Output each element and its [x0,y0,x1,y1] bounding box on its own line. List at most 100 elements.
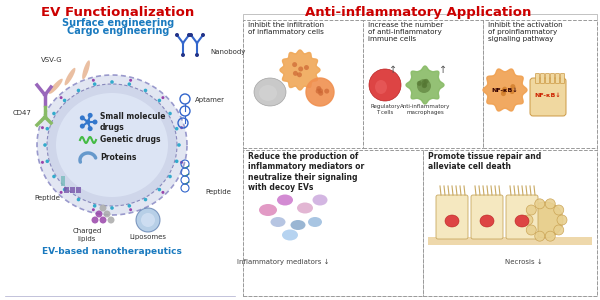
Circle shape [59,191,62,194]
Circle shape [91,217,98,224]
FancyBboxPatch shape [506,195,538,239]
Circle shape [158,99,161,102]
FancyBboxPatch shape [530,78,566,116]
Text: Anti-inflammatory Application: Anti-inflammatory Application [305,6,531,19]
Text: Genetic drugs: Genetic drugs [100,136,161,145]
FancyBboxPatch shape [545,74,550,83]
Circle shape [297,72,302,77]
Text: Cargo engineering: Cargo engineering [67,26,169,36]
Circle shape [422,83,427,88]
Circle shape [100,205,107,212]
Circle shape [52,112,56,115]
Circle shape [527,202,563,238]
Circle shape [63,188,67,191]
Circle shape [298,67,303,71]
Circle shape [201,33,205,37]
Circle shape [110,206,114,210]
Text: Inhibit the activation
of proinflammatory
signaling pathway: Inhibit the activation of proinflammator… [488,22,563,42]
Text: EV Functionalization: EV Functionalization [41,6,194,19]
Text: ↑: ↑ [439,65,447,75]
Ellipse shape [277,194,293,206]
Circle shape [104,211,110,218]
FancyBboxPatch shape [541,74,545,83]
Polygon shape [406,66,444,104]
Circle shape [545,231,555,241]
Text: Surface engineering: Surface engineering [62,18,174,28]
Ellipse shape [259,85,277,101]
FancyBboxPatch shape [243,20,363,148]
Circle shape [523,215,533,225]
Circle shape [316,86,321,91]
Text: Proteins: Proteins [100,154,136,163]
Circle shape [526,225,536,235]
Circle shape [177,143,181,147]
Circle shape [86,119,91,124]
Circle shape [554,225,564,235]
Text: Regulatory
T cells: Regulatory T cells [370,104,400,115]
Bar [70,187,75,193]
Circle shape [557,215,567,225]
Circle shape [161,191,164,194]
Ellipse shape [47,84,177,206]
Text: Reduce the production of
inflammatory mediators or
neutralize their signaling
wi: Reduce the production of inflammatory me… [248,152,364,192]
Text: Inflammatory mediators ↓: Inflammatory mediators ↓ [237,259,329,265]
Circle shape [318,91,323,96]
Text: Aptamer: Aptamer [195,97,225,103]
Circle shape [175,127,179,130]
Polygon shape [306,78,334,106]
Text: NF-κB↓: NF-κB↓ [535,92,562,98]
FancyBboxPatch shape [436,195,468,239]
Circle shape [502,88,506,94]
Bar [76,187,81,193]
Circle shape [129,208,132,211]
Circle shape [80,124,85,129]
FancyBboxPatch shape [556,74,560,83]
Circle shape [144,88,148,92]
Circle shape [168,112,172,115]
Polygon shape [483,69,527,111]
FancyBboxPatch shape [560,74,565,83]
Circle shape [80,116,85,120]
Circle shape [526,205,536,215]
Circle shape [316,89,320,94]
Circle shape [93,204,97,208]
Bar [428,237,592,245]
Ellipse shape [254,78,286,106]
Ellipse shape [308,217,322,227]
Circle shape [422,83,427,88]
Ellipse shape [445,215,459,227]
Ellipse shape [56,93,168,197]
Circle shape [304,65,309,70]
Circle shape [502,87,507,92]
Circle shape [93,82,97,86]
Circle shape [509,89,515,94]
Circle shape [92,119,97,124]
FancyBboxPatch shape [471,195,503,239]
Text: Inhibit the infiltration
of inflammatory cells: Inhibit the infiltration of inflammatory… [248,22,324,35]
Polygon shape [280,50,320,90]
Circle shape [110,80,114,84]
Circle shape [181,53,185,57]
Circle shape [175,160,179,163]
Text: ↑: ↑ [389,65,397,75]
Text: Nanobody: Nanobody [210,49,245,55]
Text: Small molecule
drugs: Small molecule drugs [100,112,166,132]
Circle shape [417,81,422,86]
Circle shape [369,69,401,101]
Circle shape [168,175,172,178]
Circle shape [88,126,92,131]
Circle shape [187,33,191,37]
Circle shape [92,79,95,82]
Text: Peptide: Peptide [205,189,231,195]
Ellipse shape [282,230,298,241]
Bar [64,187,69,193]
FancyBboxPatch shape [363,20,483,148]
Text: VSV-G: VSV-G [41,57,63,63]
Text: Peptide: Peptide [34,195,60,201]
Ellipse shape [271,217,286,227]
Circle shape [46,127,49,130]
Text: Liposomes: Liposomes [130,234,167,240]
Circle shape [52,175,56,178]
Circle shape [292,62,297,67]
Circle shape [95,211,103,218]
